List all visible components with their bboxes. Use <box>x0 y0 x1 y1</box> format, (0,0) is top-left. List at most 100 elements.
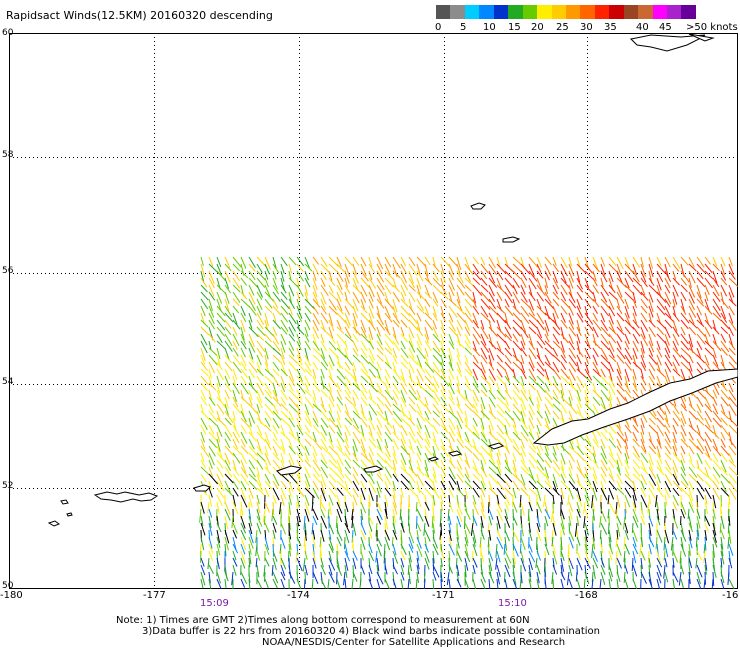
wind-barb <box>464 529 469 544</box>
wind-barb <box>704 529 707 541</box>
wind-barb <box>470 522 474 536</box>
wind-barb <box>344 522 351 534</box>
wind-barb <box>528 438 536 450</box>
wind-barb <box>568 284 573 298</box>
wind-barb <box>608 480 617 491</box>
wind-barb <box>224 291 230 304</box>
wind-barb <box>560 487 565 499</box>
wind-barb <box>416 284 422 299</box>
wind-barb <box>328 256 339 267</box>
wind-barb <box>656 354 662 366</box>
wind-barb <box>336 319 342 330</box>
wind-barb <box>496 431 507 442</box>
wind-barb <box>632 277 642 287</box>
wind-barb <box>656 515 661 526</box>
wind-barb <box>592 354 598 366</box>
wind-barb <box>488 263 498 275</box>
wind-barb <box>232 375 236 386</box>
wind-barb <box>216 494 223 507</box>
wind-barb <box>608 305 616 317</box>
wind-barb <box>376 396 385 407</box>
wind-barb <box>560 298 571 309</box>
wind-barb <box>336 284 344 296</box>
wind-barb <box>568 298 577 309</box>
wind-barb <box>656 319 667 330</box>
wind-barb <box>584 445 593 455</box>
wind-barb <box>368 319 377 331</box>
wind-barb <box>208 438 218 449</box>
wind-barb <box>288 256 297 266</box>
wind-barb <box>663 536 666 551</box>
wind-barb <box>232 494 236 507</box>
wind-barb <box>216 291 223 304</box>
wind-barb <box>680 312 690 324</box>
wind-barb <box>656 298 666 311</box>
wind-barb <box>432 487 440 499</box>
wind-barb <box>272 368 280 377</box>
wind-barb <box>640 354 647 368</box>
wind-barb <box>712 333 717 345</box>
wind-barb <box>312 466 320 477</box>
wind-barb <box>288 291 292 303</box>
wind-barb <box>256 270 266 281</box>
wind-barb <box>288 396 298 408</box>
wind-barb <box>328 501 332 516</box>
wind-barb <box>608 312 614 325</box>
wind-barb <box>272 571 279 584</box>
lat-label-54: 54 <box>2 377 14 387</box>
wind-barb <box>720 305 727 319</box>
wind-barb <box>550 508 554 523</box>
wind-barb <box>296 396 304 406</box>
wind-barb <box>360 326 367 338</box>
wind-barb <box>624 445 630 460</box>
wind-barb <box>288 543 292 557</box>
wind-barb <box>536 270 544 279</box>
wind-barb <box>680 326 686 336</box>
wind-barb <box>704 466 710 479</box>
wind-barb <box>624 424 632 434</box>
wind-barb <box>248 326 259 338</box>
wind-barb <box>280 333 287 346</box>
wind-barb <box>728 417 738 428</box>
wind-barb <box>664 256 671 268</box>
wind-barb <box>375 550 378 563</box>
wind-barb <box>424 270 430 283</box>
wind-barb <box>424 557 430 570</box>
wind-barb <box>688 305 697 318</box>
wind-barb <box>504 326 513 339</box>
wind-barb <box>392 270 401 279</box>
lon-label-177: -177 <box>143 590 166 601</box>
wind-barb <box>568 326 577 337</box>
wind-barb <box>392 319 400 328</box>
wind-barb <box>672 424 678 435</box>
wind-barb <box>271 564 274 576</box>
wind-barb <box>288 417 296 428</box>
wind-barb <box>408 543 414 553</box>
wind-barb <box>616 571 621 582</box>
wind-barb <box>232 347 239 357</box>
wind-barb <box>384 347 393 355</box>
wind-barb <box>296 578 302 589</box>
wind-barb <box>504 501 510 512</box>
wind-barb <box>512 333 519 343</box>
wind-barb <box>528 382 536 391</box>
wind-barb <box>216 424 223 437</box>
wind-barb <box>576 291 583 301</box>
wind-barb <box>664 347 671 359</box>
wind-barb <box>375 522 378 537</box>
wind-barb <box>216 557 220 570</box>
wind-barb <box>432 312 438 322</box>
wind-barb <box>464 424 475 436</box>
wind-barb <box>648 305 654 318</box>
wind-barb <box>352 326 361 336</box>
wind-barb <box>672 431 677 444</box>
wind-barb <box>288 270 292 280</box>
wind-barb <box>296 354 303 366</box>
wind-barb <box>712 347 717 359</box>
wind-barb <box>312 403 323 413</box>
wind-barb <box>560 473 566 484</box>
wind-barb <box>368 389 373 399</box>
wind-barb <box>264 410 272 421</box>
wind-barb <box>302 557 306 572</box>
wind-barb <box>312 298 321 308</box>
